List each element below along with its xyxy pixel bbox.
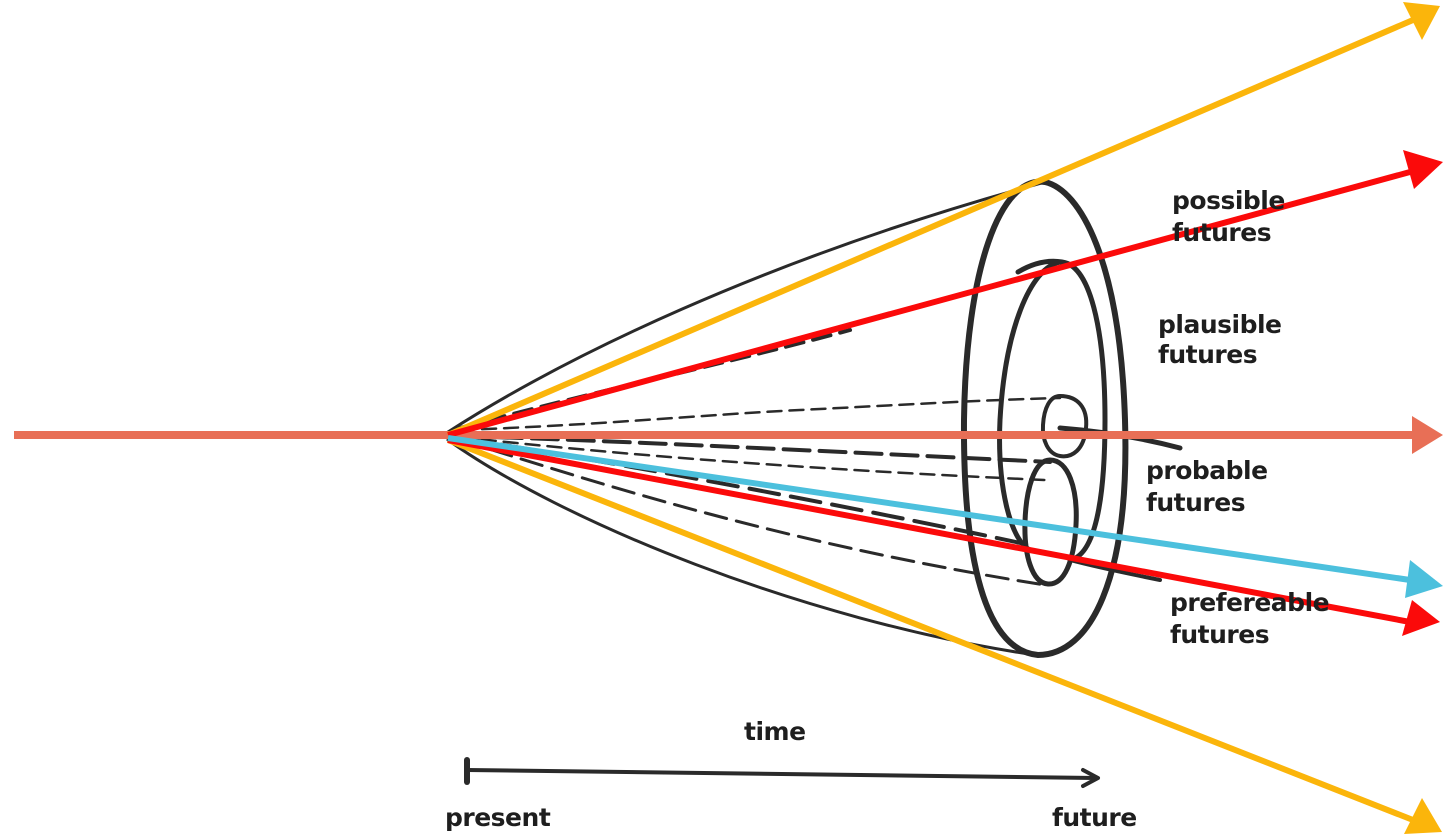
- cone-sketch: [446, 178, 1183, 658]
- label-plausible-line2: futures: [1158, 340, 1257, 369]
- label-possible-line2: futures: [1172, 218, 1271, 247]
- label-future: future: [1052, 803, 1137, 832]
- labels: possible futures plausible futures proba…: [445, 186, 1330, 832]
- possible-lower-arrowhead: [1404, 798, 1442, 834]
- plausible-upper-arrowhead: [1403, 150, 1443, 189]
- ellipse-plausible: [997, 258, 1108, 563]
- preferable-ray: [447, 435, 1411, 583]
- label-possible-line1: possible: [1172, 186, 1285, 215]
- plausible-lower-arrowhead: [1402, 600, 1440, 636]
- cone-upper-edge: [446, 180, 1047, 434]
- timeline-axis: [465, 768, 1097, 780]
- label-preferable-line2: futures: [1170, 620, 1269, 649]
- label-probable-line1: probable: [1146, 456, 1268, 485]
- plausible-ray-upper: [447, 169, 1411, 438]
- possible-ray-lower: [446, 437, 1415, 823]
- label-time: time: [744, 717, 806, 746]
- probable-arrowhead: [1412, 416, 1443, 454]
- timeline: [464, 757, 1100, 788]
- label-probable-line2: futures: [1146, 488, 1245, 517]
- cone-lower-edge: [446, 438, 1037, 657]
- label-preferable-line1: prefereable: [1170, 588, 1329, 617]
- plausible-ray-lower: [447, 437, 1411, 625]
- dash-line-2: [458, 396, 1062, 432]
- timeline-arrowhead: [1081, 768, 1100, 788]
- preferable-arrowhead: [1405, 560, 1443, 598]
- dash-line-6: [458, 438, 1047, 587]
- rays: [14, 2, 1443, 834]
- label-present: present: [445, 803, 551, 832]
- label-plausible-line1: plausible: [1158, 310, 1282, 339]
- dash-line-4: [458, 435, 1047, 482]
- possible-ray-upper: [446, 17, 1415, 438]
- ellipse-preferable: [1022, 457, 1079, 587]
- ellipse-probable: [1040, 394, 1089, 459]
- possible-upper-arrowhead: [1403, 2, 1440, 40]
